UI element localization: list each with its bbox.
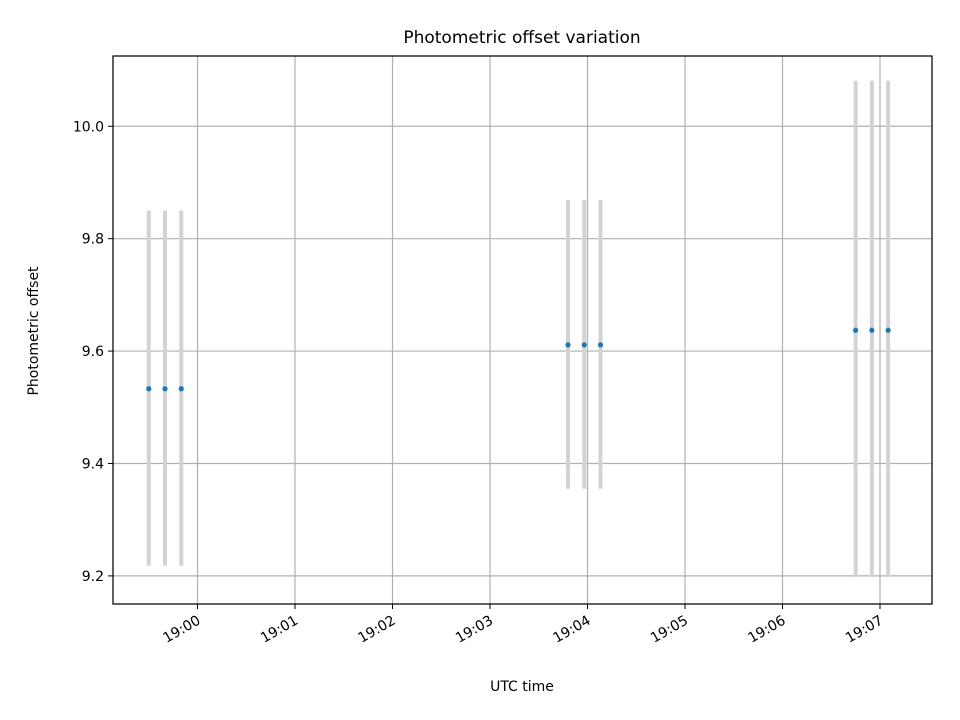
chart-title: Photometric offset variation [403, 28, 640, 48]
y-axis-label: Photometric offset [26, 266, 42, 396]
y-tick-label: 9.6 [82, 344, 104, 360]
y-tick-label: 9.8 [82, 232, 104, 248]
y-tick-label: 10.0 [73, 119, 104, 135]
data-point [581, 342, 587, 348]
data-point [597, 342, 604, 348]
data-point [146, 386, 152, 392]
y-tick-label: 9.4 [82, 456, 104, 472]
grid [113, 56, 932, 604]
x-axis-label: UTC time [490, 679, 554, 695]
data-point [565, 342, 571, 348]
data-point [885, 327, 891, 333]
data-point [853, 327, 859, 333]
data-point [869, 327, 875, 333]
data-point [178, 386, 184, 392]
data-point [162, 386, 168, 392]
plot-frame [112, 55, 933, 605]
data-points [146, 327, 891, 392]
y-tick-label: 9.2 [82, 569, 104, 585]
y-axis-ticks: 9.2 9.4 9.6 9.8 10.0 [73, 119, 113, 585]
